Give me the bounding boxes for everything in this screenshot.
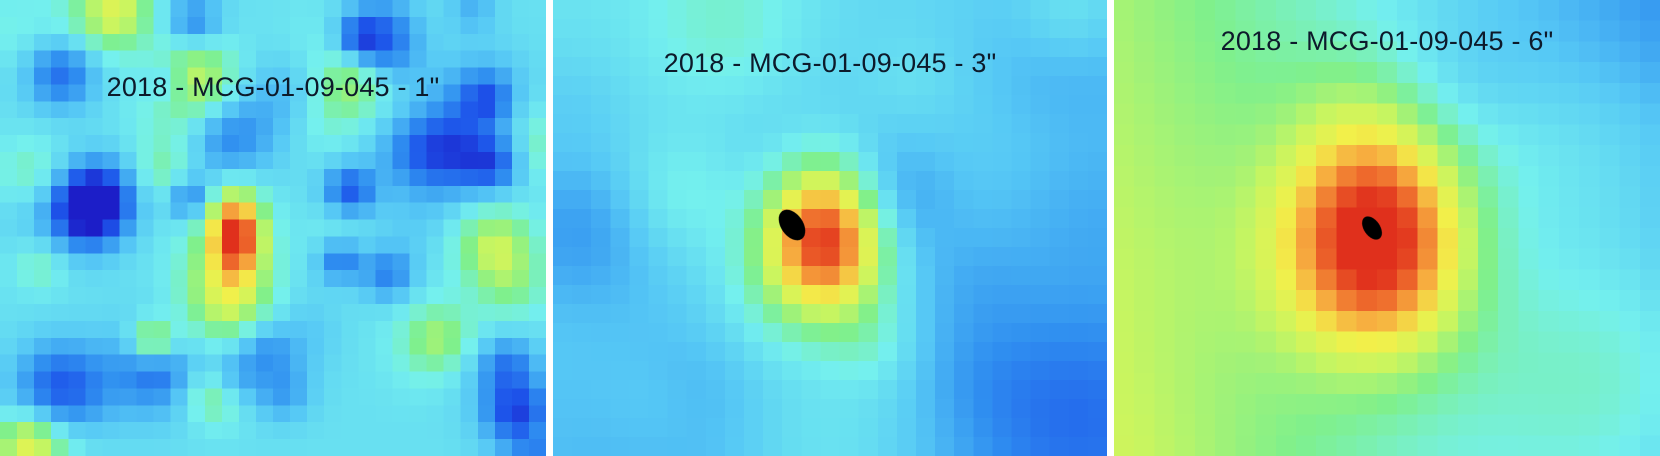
image-panel-3-arcsec: 2018 - MCG-01-09-045 - 3" bbox=[553, 0, 1107, 456]
count-map-image bbox=[1114, 0, 1660, 456]
panel-title: 2018 - MCG-01-09-045 - 3" bbox=[663, 48, 997, 78]
count-map-image bbox=[0, 0, 546, 456]
image-panel-6-arcsec: 2018 - MCG-01-09-045 - 6" bbox=[1114, 0, 1660, 456]
count-map-image bbox=[553, 0, 1107, 456]
image-panel-1-arcsec: 2018 - MCG-01-09-045 - 1" bbox=[0, 0, 546, 456]
panel-divider bbox=[1107, 0, 1114, 456]
panel-title: 2018 - MCG-01-09-045 - 6" bbox=[1220, 26, 1554, 56]
panel-title: 2018 - MCG-01-09-045 - 1" bbox=[106, 72, 440, 102]
panel-divider bbox=[546, 0, 553, 456]
